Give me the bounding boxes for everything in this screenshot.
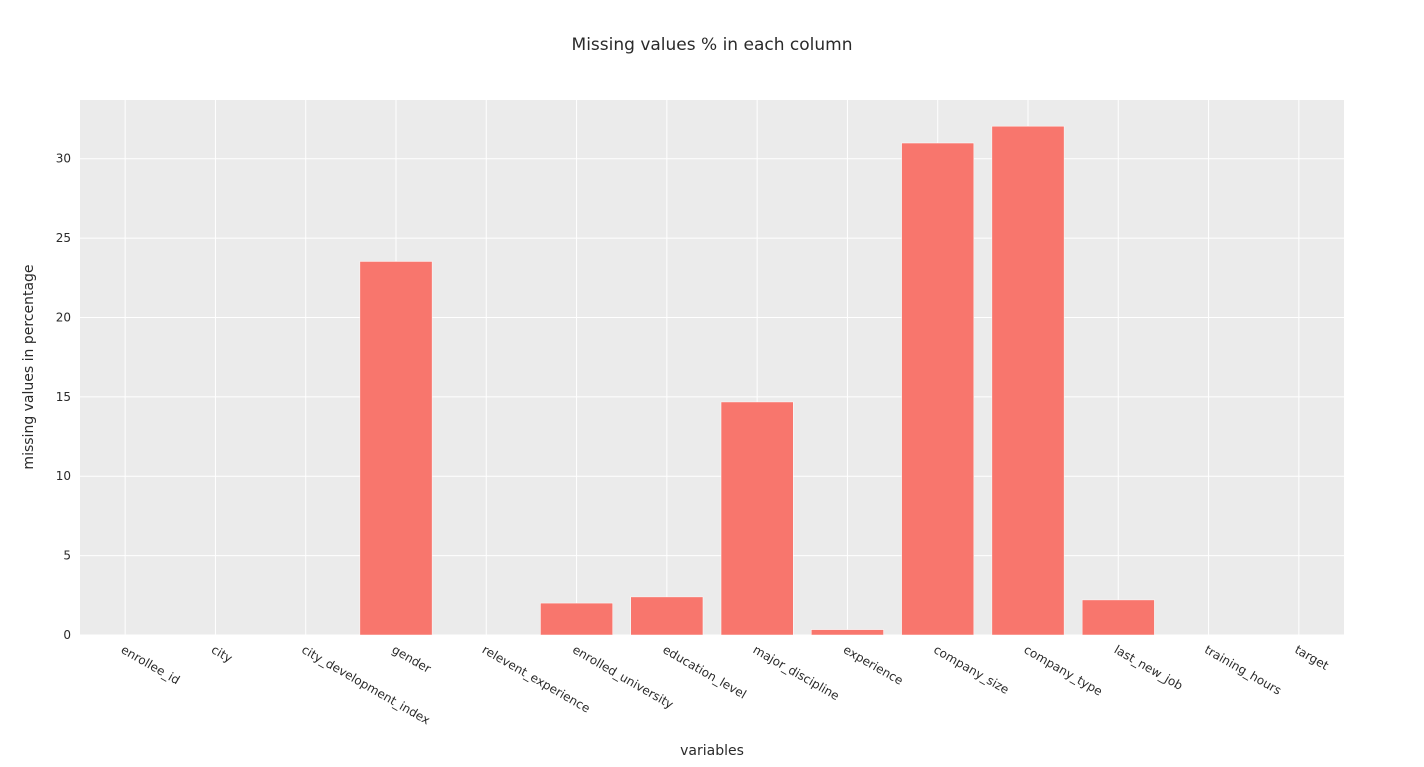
y-tick-label: 10 (56, 469, 71, 483)
x-tick-label: city (209, 642, 235, 665)
x-tick-label: gender (390, 642, 434, 675)
x-axis-title: variables (680, 743, 744, 759)
x-axis-ticks: enrollee_id city city_development_indexgen… (119, 642, 1332, 727)
x-tick-label: experience (841, 642, 906, 687)
plot-background (80, 100, 1344, 635)
bar-gender (359, 261, 433, 636)
y-tick-label: 25 (56, 231, 71, 245)
bars (359, 125, 1155, 636)
bar-major-discipline (720, 401, 794, 636)
bar-company-type (991, 125, 1065, 636)
x-tick-label: training_hours (1202, 642, 1284, 697)
x-tick-label: enrollee_id (119, 642, 183, 687)
y-tick-label: 15 (56, 390, 71, 404)
y-tick-label: 5 (63, 549, 71, 563)
bar-company-size (901, 142, 975, 636)
x-tick-label: last_new_job (1112, 642, 1185, 692)
x-tick-label: company_type (1022, 642, 1105, 698)
x-tick-label: target (1292, 642, 1331, 673)
y-tick-label: 30 (56, 152, 71, 166)
x-tick-label: education_level (660, 642, 748, 701)
y-tick-label: 20 (56, 310, 71, 324)
bar-last-new-job (1081, 599, 1155, 636)
bar-education-level (630, 596, 704, 636)
chart-title: Missing values % in each column (572, 35, 853, 55)
bar-enrolled-university (540, 602, 613, 636)
y-axis-title: missing values in percentage (21, 264, 37, 469)
y-tick-label: 0 (63, 628, 71, 642)
x-tick-label: company_size (931, 642, 1011, 696)
y-axis-ticks: 0 5 10 15 20 25 30 (56, 152, 71, 642)
x-tick-label: major_discipline (751, 642, 842, 703)
bar-experience (811, 629, 884, 636)
